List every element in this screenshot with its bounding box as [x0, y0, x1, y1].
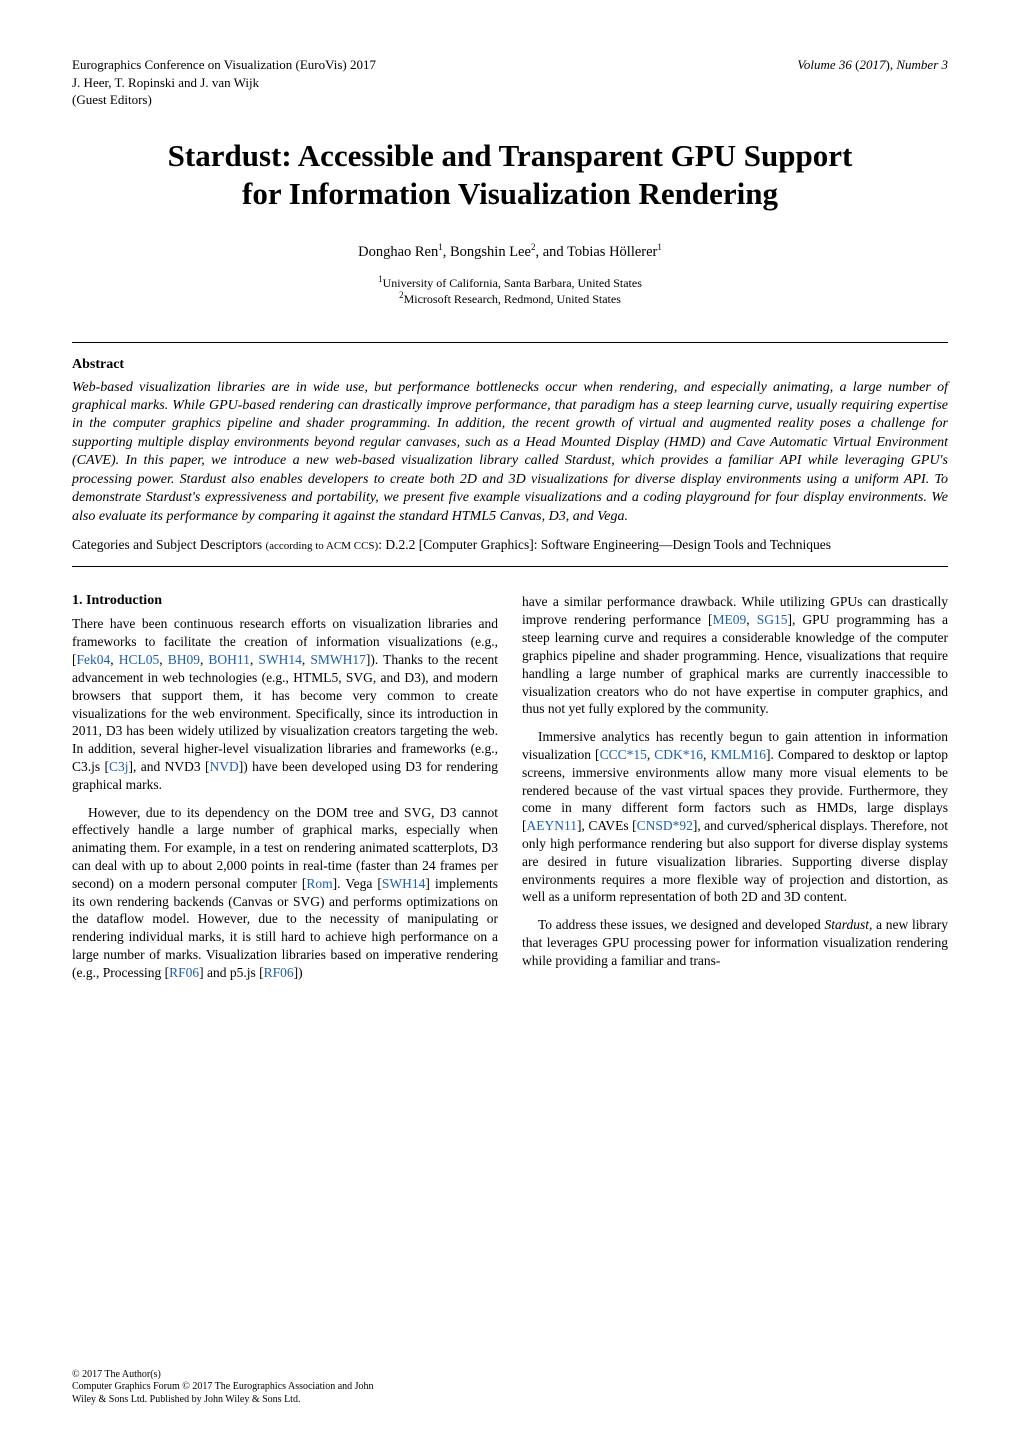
year: 2017 — [860, 57, 886, 72]
cite-sg15[interactable]: SG15 — [757, 612, 788, 627]
text: ]). Thanks to the recent advancement in … — [72, 652, 498, 774]
conference-name: Eurographics Conference on Visualization… — [72, 56, 376, 74]
rule-top — [72, 342, 948, 343]
intro-para-5: To address these issues, we designed and… — [522, 916, 948, 969]
author-list: Donghao Ren1, Bongshin Lee2, and Tobias … — [72, 244, 948, 261]
title-block: Stardust: Accessible and Transparent GPU… — [72, 137, 948, 215]
text: , — [159, 652, 167, 667]
right-column: have a similar performance drawback. Whi… — [522, 593, 948, 991]
cite-rom[interactable]: Rom — [306, 876, 332, 891]
running-header: Eurographics Conference on Visualization… — [72, 56, 948, 109]
header-left: Eurographics Conference on Visualization… — [72, 56, 376, 109]
cite-ccc15[interactable]: CCC*15 — [600, 747, 647, 762]
affil-1: 1University of California, Santa Barbara… — [72, 275, 948, 291]
affil-1-text: University of California, Santa Barbara,… — [383, 276, 642, 290]
affil-2: 2Microsoft Research, Redmond, United Sta… — [72, 291, 948, 307]
cite-nvd[interactable]: NVD — [210, 759, 239, 774]
editors-role: (Guest Editors) — [72, 91, 376, 109]
intro-para-3: have a similar performance drawback. Whi… — [522, 593, 948, 718]
author-3-aff: 1 — [657, 242, 662, 252]
sep: , — [443, 244, 450, 260]
cite-smwh17[interactable]: SMWH17 — [310, 652, 366, 667]
rule-bottom — [72, 566, 948, 567]
ccs-small: (according to ACM CCS) — [265, 540, 378, 552]
cite-bh09[interactable]: BH09 — [168, 652, 200, 667]
two-column-body: 1. Introduction There have been continuo… — [72, 593, 948, 991]
footer-line-2: Computer Graphics Forum © 2017 The Eurog… — [72, 1381, 374, 1394]
cite-c3j[interactable]: C3j — [109, 759, 129, 774]
paper-title-line1: Stardust: Accessible and Transparent GPU… — [72, 137, 948, 176]
paper-title-line2: for Information Visualization Rendering — [72, 175, 948, 214]
affiliations: 1University of California, Santa Barbara… — [72, 275, 948, 307]
affil-2-text: Microsoft Research, Redmond, United Stat… — [404, 292, 621, 306]
cite-rf06a[interactable]: RF06 — [169, 965, 199, 980]
abstract-body: Web-based visualization libraries are in… — [72, 379, 948, 527]
issue-label: Number 3 — [896, 57, 948, 72]
header-right: Volume 36 (2017), Number 3 — [797, 56, 948, 109]
footer-line-1: © 2017 The Author(s) — [72, 1369, 374, 1382]
cite-boh11[interactable]: BOH11 — [208, 652, 250, 667]
close-paren: ), — [886, 57, 897, 72]
cite-cdk16[interactable]: CDK*16 — [654, 747, 703, 762]
text: ], GPU programming has a steep learning … — [522, 612, 948, 716]
text: ], and NVD3 [ — [129, 759, 210, 774]
stardust-name: Stardust — [824, 917, 869, 932]
intro-para-1: There have been continuous research effo… — [72, 615, 498, 793]
cite-swh14b[interactable]: SWH14 — [382, 876, 426, 891]
author-1: Donghao Ren — [358, 244, 438, 260]
author-3: Tobias Höllerer — [567, 244, 657, 260]
text: , — [703, 747, 710, 762]
copyright-footer: © 2017 The Author(s) Computer Graphics F… — [72, 1369, 374, 1407]
ccs-rest: : D.2.2 [Computer Graphics]: Software En… — [378, 537, 831, 552]
text: ], CAVEs [ — [577, 818, 637, 833]
cite-swh14a[interactable]: SWH14 — [258, 652, 302, 667]
author-2: Bongshin Lee — [450, 244, 531, 260]
cite-rf06b[interactable]: RF06 — [264, 965, 294, 980]
ccs-line: Categories and Subject Descriptors (acco… — [72, 536, 948, 554]
text: ]. Vega [ — [333, 876, 382, 891]
text: ]) — [294, 965, 303, 980]
cite-aeyn11[interactable]: AEYN11 — [527, 818, 578, 833]
text: ] and p5.js [ — [199, 965, 264, 980]
editors: J. Heer, T. Ropinski and J. van Wijk — [72, 74, 376, 92]
text: , — [110, 652, 118, 667]
intro-para-2: However, due to its dependency on the DO… — [72, 804, 498, 982]
volume-label: Volume 36 — [797, 57, 852, 72]
text: To address these issues, we designed and… — [538, 917, 824, 932]
cite-cnsd92[interactable]: CNSD*92 — [637, 818, 693, 833]
cite-fek04[interactable]: Fek04 — [77, 652, 111, 667]
cite-hcl05[interactable]: HCL05 — [119, 652, 160, 667]
abstract-block: Abstract Web-based visualization librari… — [72, 357, 948, 555]
section-1-heading: 1. Introduction — [72, 593, 498, 609]
ccs-prefix: Categories and Subject Descriptors — [72, 537, 265, 552]
intro-para-4: Immersive analytics has recently begun t… — [522, 728, 948, 906]
cite-kmlm16[interactable]: KMLM16 — [711, 747, 767, 762]
sep: , and — [535, 244, 567, 260]
footer-line-3: Wiley & Sons Ltd. Published by John Wile… — [72, 1394, 374, 1407]
abstract-heading: Abstract — [72, 357, 948, 373]
cite-me09[interactable]: ME09 — [713, 612, 747, 627]
text: , — [746, 612, 756, 627]
left-column: 1. Introduction There have been continuo… — [72, 593, 498, 991]
